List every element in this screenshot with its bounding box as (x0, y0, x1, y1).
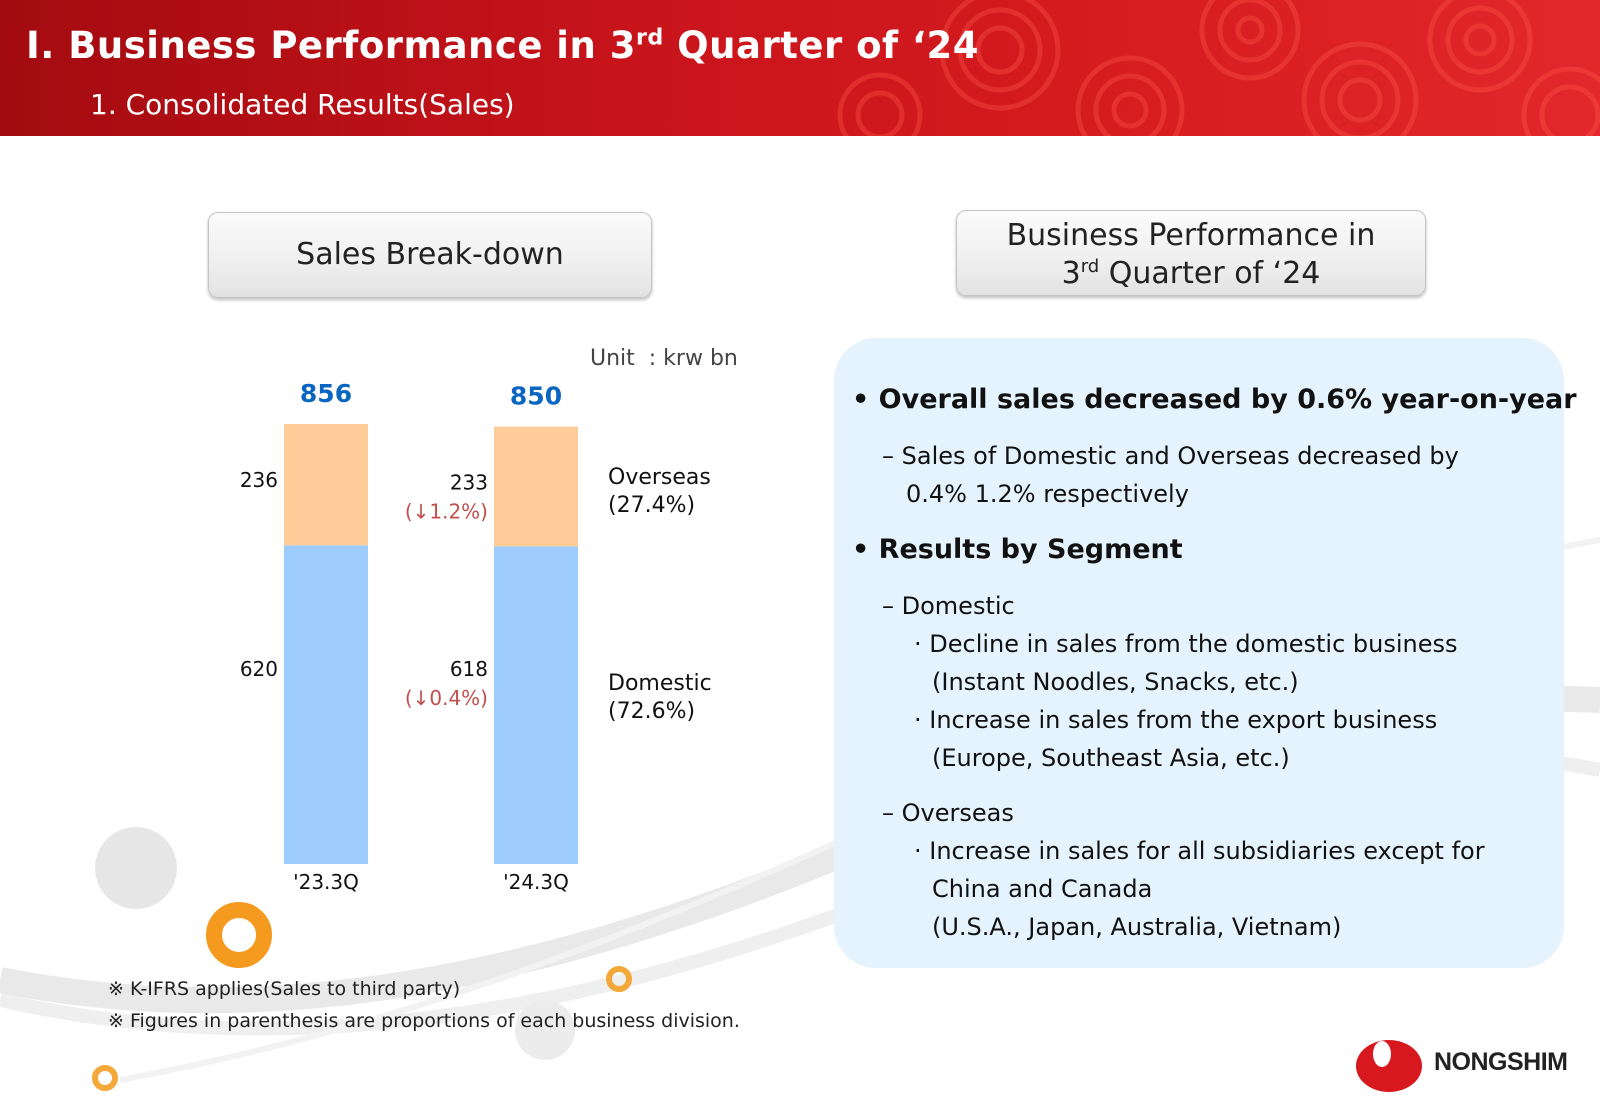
category-label-0: '23.3Q (293, 870, 359, 894)
change-label-overseas-1: (↓1.2%) (405, 500, 488, 524)
summary-panel (834, 338, 1564, 968)
total-label-0: 856 (300, 379, 352, 408)
series-proportion-overseas: (27.4%) (608, 493, 695, 518)
overseas-point-1-detail: (U.S.A., Japan, Australia, Vietnam) (932, 913, 1342, 941)
header-banner: Ⅰ. Business Performance in 3rd Quarter o… (0, 0, 1600, 136)
value-label-overseas-0: 236 (240, 468, 278, 492)
bar-domestic-1 (494, 546, 578, 864)
series-label-overseas: Overseas (608, 465, 711, 490)
summary-bullet-overall: • Overall sales decreased by 0.6% year-o… (852, 384, 1577, 415)
value-label-overseas-1: 233 (450, 471, 488, 495)
sales-breakdown-heading: Sales Break-down (208, 212, 652, 298)
header-circle-pattern (837, 0, 1600, 136)
series-label-domestic: Domestic (608, 671, 712, 696)
bar-overseas-0 (284, 424, 368, 546)
sales-stacked-bar-chart: 856 '23.3Q 620 236 850 '24.3Q 618 (↓0.4%) 233 (↓1… (240, 379, 712, 894)
summary-overall-detail-1: – Sales of Domestic and Overseas decreas… (882, 442, 1459, 470)
segment-overseas-heading: – Overseas (882, 799, 1014, 827)
change-label-domestic-1: (↓0.4%) (405, 686, 488, 710)
summary-overall-detail-2: 0.4% 1.2% respectively (906, 480, 1189, 508)
domestic-point-1-detail: (Instant Noodles, Snacks, etc.) (932, 668, 1299, 696)
value-label-domestic-1: 618 (450, 657, 488, 681)
total-label-1: 850 (510, 382, 562, 411)
summary-bullet-segment: • Results by Segment (852, 534, 1183, 565)
value-label-domestic-0: 620 (240, 657, 278, 681)
domestic-point-1: · Decline in sales from the domestic bus… (914, 630, 1458, 658)
domestic-point-2-detail: (Europe, Southeast Asia, etc.) (932, 744, 1290, 772)
overseas-point-1: · Increase in sales for all subsidiaries… (914, 837, 1485, 865)
series-proportion-domestic: (72.6%) (608, 699, 695, 724)
footnote-kifrs: ※ K-IFRS applies(Sales to third party) (108, 978, 461, 1000)
segment-domestic-heading: – Domestic (882, 592, 1015, 620)
category-label-1: '24.3Q (503, 870, 569, 894)
business-performance-heading: Business Performance in 3rd Quarter of ‘… (956, 210, 1426, 296)
footnote-proportions: ※ Figures in parenthesis are proportions… (108, 1010, 740, 1032)
unit-label: Unit : krw bn (590, 346, 738, 371)
domestic-point-2: · Increase in sales from the export busi… (914, 706, 1438, 734)
page-title: Ⅰ. Business Performance in 3rd Quarter o… (26, 24, 980, 67)
heading-line-2: 3rd Quarter of ‘24 (1061, 256, 1321, 291)
nongshim-logo-text: NONGSHIM (1434, 1048, 1568, 1076)
heading-line-1: Business Performance in (1006, 218, 1376, 253)
bar-domestic-0 (284, 545, 368, 864)
page-subtitle: 1. Consolidated Results(Sales) (90, 88, 515, 121)
bar-overseas-1 (494, 426, 578, 547)
nongshim-logo-icon (1356, 1040, 1422, 1092)
overseas-point-1-cont: China and Canada (932, 875, 1153, 903)
